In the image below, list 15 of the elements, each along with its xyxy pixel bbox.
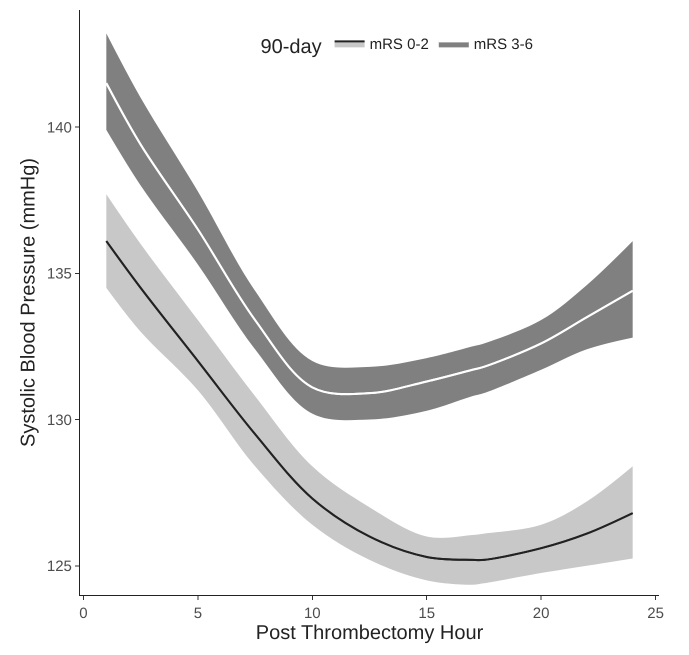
x-tick-label: 15 xyxy=(418,605,436,622)
x-tick-label: 25 xyxy=(647,605,664,622)
x-tick-label: 20 xyxy=(532,605,550,622)
y-tick-label: 130 xyxy=(46,412,72,429)
x-tick-label: 10 xyxy=(304,605,321,622)
y-axis-title: Systolic Blood Pressure (mmHg) xyxy=(17,158,40,447)
x-axis-title: Post Thrombectomy Hour xyxy=(256,622,484,644)
y-tick-label: 140 xyxy=(46,119,72,136)
legend-title: 90-day xyxy=(260,36,322,58)
legend-label: mRS 0-2 xyxy=(370,36,429,54)
legend-label: mRS 3-6 xyxy=(474,36,533,54)
x-tick-label: 0 xyxy=(79,605,88,622)
y-tick-label: 125 xyxy=(46,558,72,575)
x-tick-label: 5 xyxy=(194,605,202,622)
y-tick-label: 135 xyxy=(46,266,72,282)
